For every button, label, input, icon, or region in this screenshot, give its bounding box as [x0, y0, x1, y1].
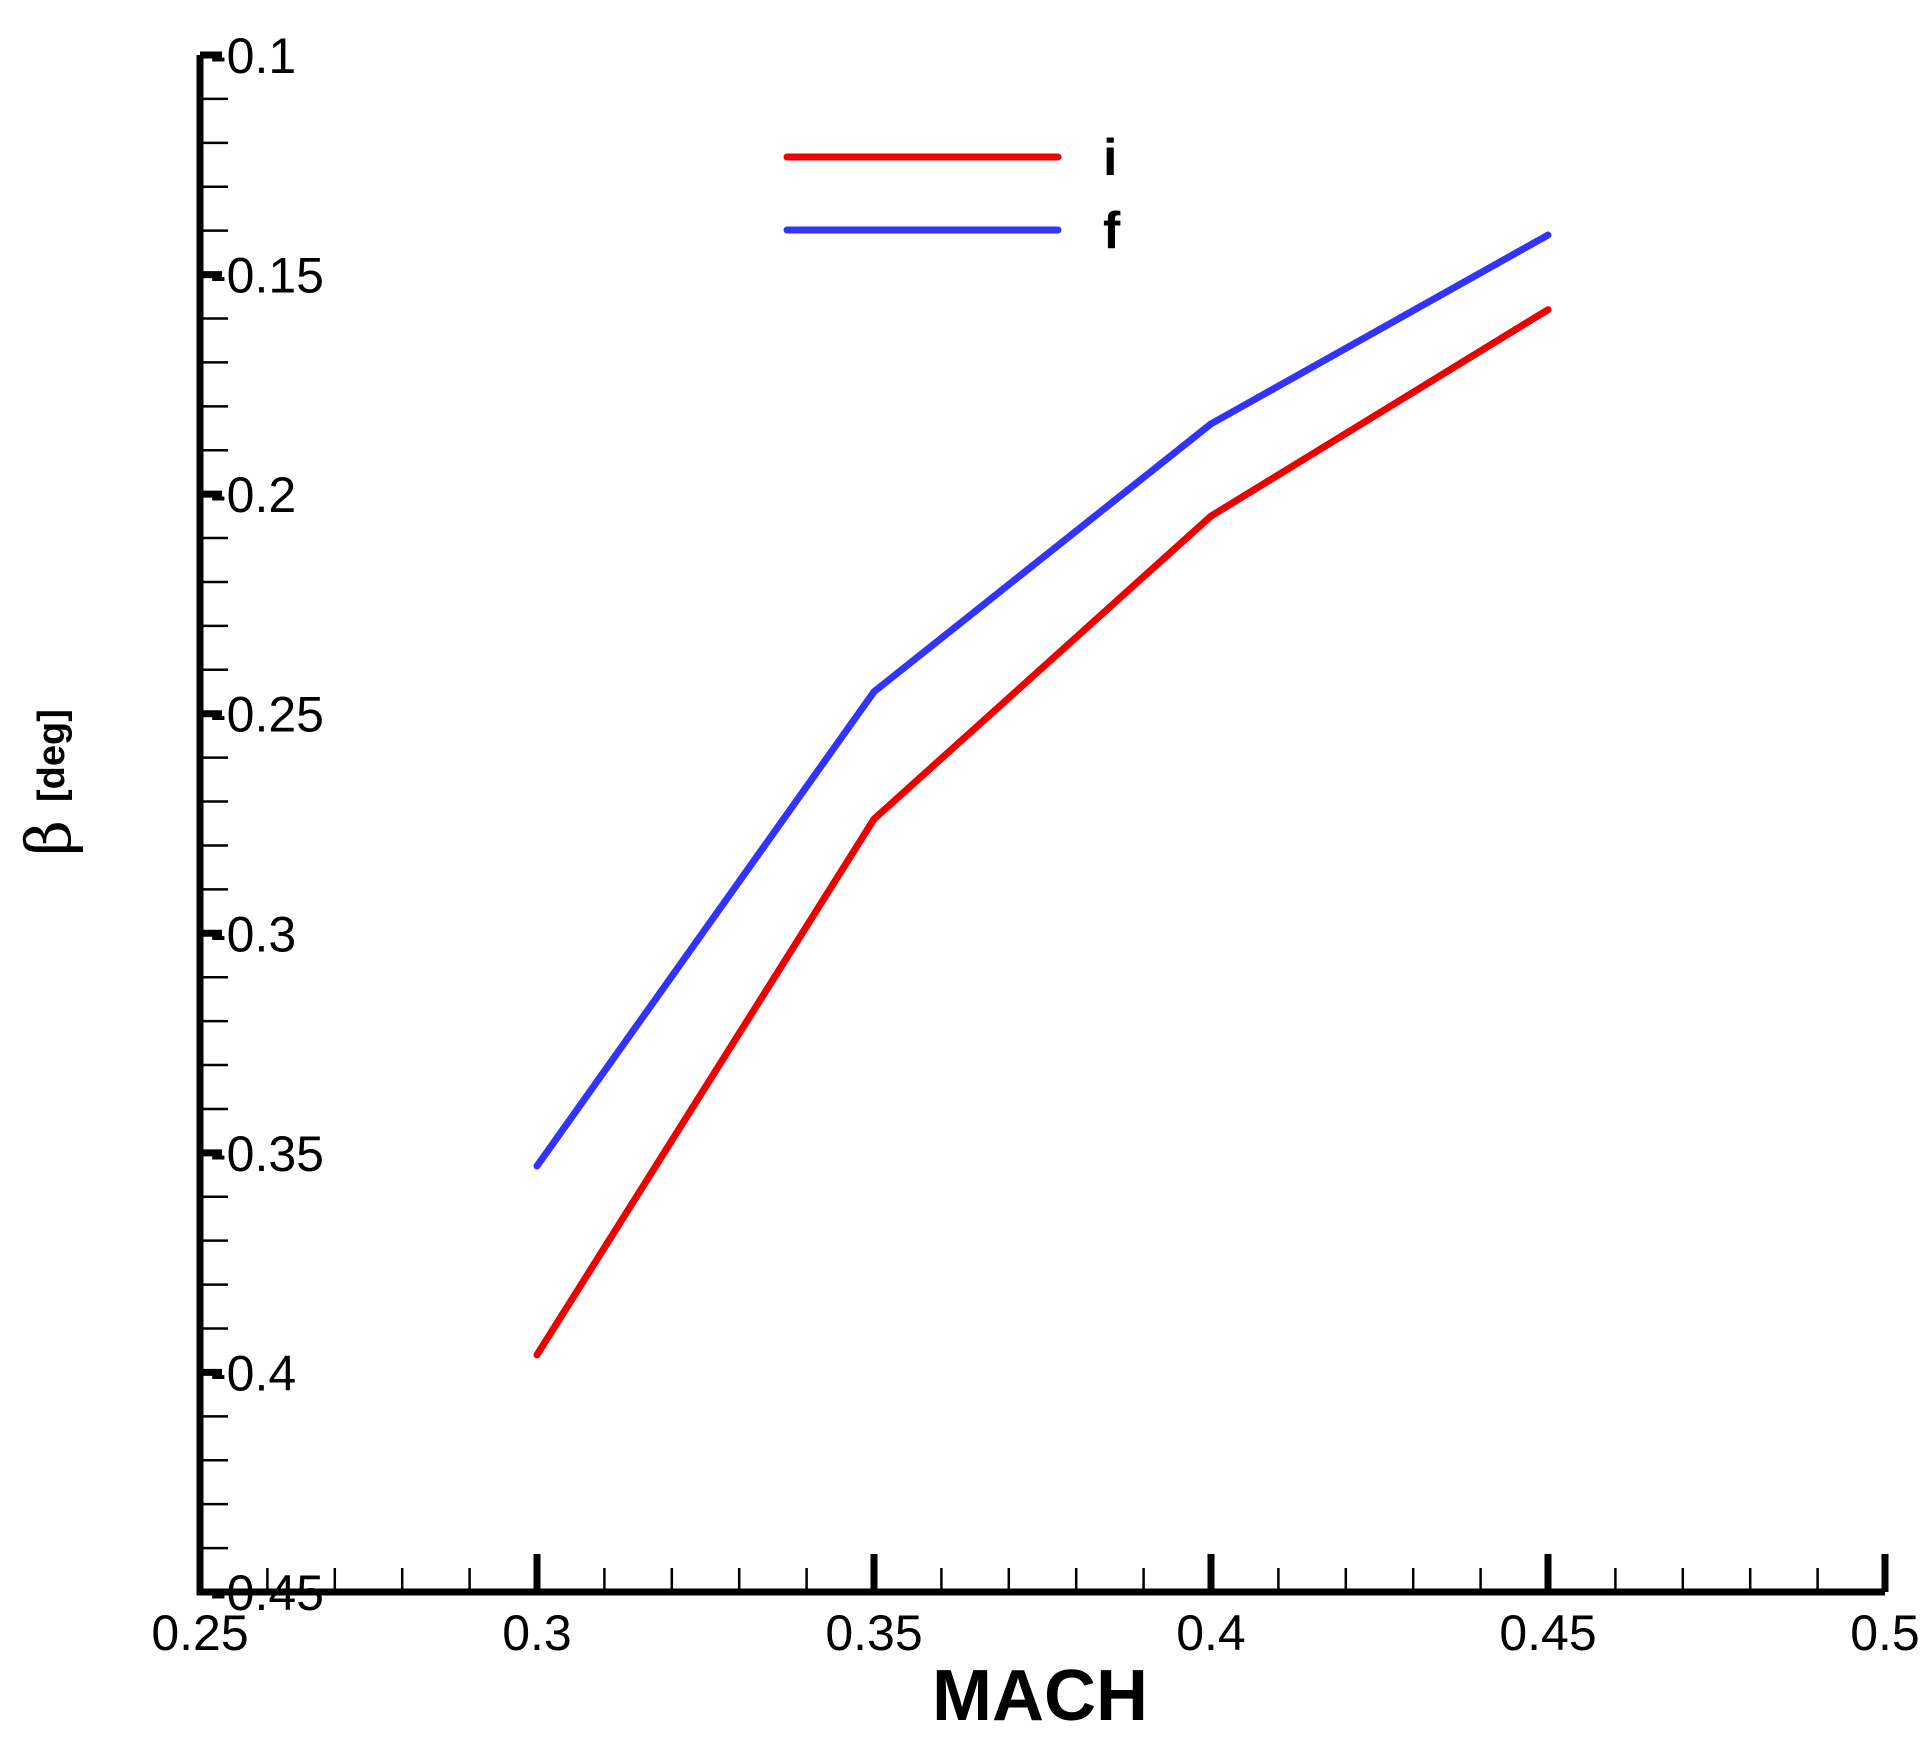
- y-tick-label: -0.2: [210, 467, 296, 523]
- y-axis-ticks: [200, 51, 228, 1596]
- y-tick-label: -0.45: [210, 1565, 324, 1621]
- y-axis-title-unit: [deg]: [31, 709, 73, 802]
- x-tick-label: 0.45: [1499, 1605, 1596, 1661]
- x-axis-title: MACH: [932, 1656, 1148, 1736]
- series-line-i: [533, 306, 1552, 1359]
- x-tick-label: 0.3: [502, 1605, 572, 1661]
- x-tick-label: 0.4: [1176, 1605, 1246, 1661]
- x-tick-label: 0.25: [151, 1605, 248, 1661]
- y-axis-title-symbol: β: [12, 820, 85, 856]
- x-axis-ticks: [196, 1554, 1889, 1592]
- y-tick-label: -0.35: [210, 1126, 324, 1182]
- y-tick-label: -0.4: [210, 1345, 296, 1401]
- legend-label-f: f: [1103, 202, 1121, 260]
- series-line-f: [533, 231, 1552, 1170]
- y-axis-title: β [deg]: [12, 709, 85, 856]
- x-tick-label: 0.5: [1850, 1605, 1920, 1661]
- y-tick-label: -0.25: [210, 687, 324, 743]
- x-tick-labels: 0.25 0.3 0.35 0.4 0.45 0.5: [151, 1605, 1919, 1661]
- legend: if: [783, 129, 1121, 260]
- y-tick-label: -0.3: [210, 906, 296, 962]
- y-tick-label: -0.15: [210, 248, 324, 304]
- series-layer: [533, 231, 1552, 1359]
- y-tick-label: -0.1: [210, 28, 296, 84]
- legend-label-i: i: [1103, 129, 1117, 187]
- y-tick-labels: -0.1 -0.15 -0.2 -0.25 -0.3 -0.35 -0.4 -0.45: [210, 28, 324, 1621]
- x-tick-label: 0.35: [825, 1605, 922, 1661]
